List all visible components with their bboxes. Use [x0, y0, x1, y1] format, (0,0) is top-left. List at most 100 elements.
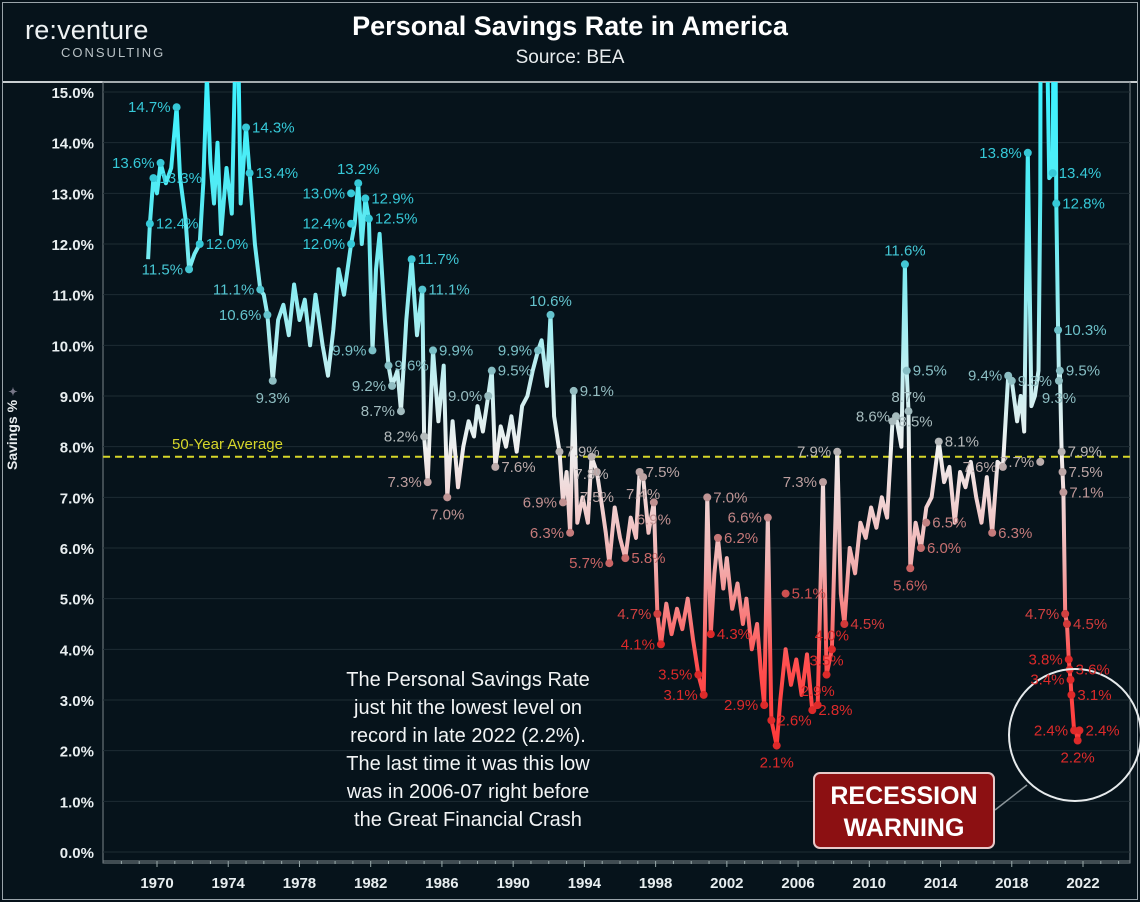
data-point-marker [484, 392, 493, 400]
data-point-marker [1054, 326, 1063, 335]
data-label: 4.7% [617, 606, 651, 623]
data-point-marker [706, 630, 715, 639]
data-point-marker [418, 285, 427, 294]
y-tick-label: 15.0% [51, 85, 94, 102]
data-point-marker [364, 214, 373, 223]
data-point-marker [605, 559, 614, 568]
data-label: 12.8% [1062, 195, 1105, 212]
data-point-marker [1036, 457, 1045, 466]
data-point-marker [902, 366, 911, 375]
data-point-marker [555, 447, 564, 456]
data-label: 11.5% [142, 261, 183, 278]
data-point-marker [713, 533, 722, 542]
data-point-marker [1055, 366, 1064, 375]
data-point-marker [592, 468, 601, 476]
data-label: 6.3% [998, 525, 1032, 542]
data-label: 3.6% [1076, 662, 1110, 679]
data-point-marker [900, 260, 909, 269]
data-label: 6.6% [728, 510, 762, 527]
data-point-marker [420, 432, 429, 441]
y-tick-label: 3.0% [60, 693, 94, 710]
data-label: 4.5% [1073, 616, 1107, 633]
data-label: 13.6% [112, 155, 155, 172]
annotation-text-line: was in 2006-07 right before [346, 781, 589, 803]
data-label: 4.1% [621, 636, 655, 653]
data-point-marker [649, 498, 658, 507]
data-label: 13.0% [303, 185, 346, 202]
average-label: 50-Year Average [172, 436, 283, 453]
data-point-marker [1066, 675, 1075, 684]
data-label: 9.6% [395, 358, 429, 375]
data-label: 8.6% [856, 408, 890, 425]
data-label: 10.6% [219, 307, 262, 324]
data-point-marker [1067, 690, 1076, 699]
chart-title: Personal Savings Rate in America [352, 11, 788, 41]
data-label: 9.3% [1018, 373, 1052, 390]
data-label: 8.7% [361, 403, 395, 420]
y-tick-label: 5.0% [60, 592, 94, 609]
recession-warning-text: RECESSION [830, 782, 977, 810]
y-tick-label: 0.0% [60, 845, 94, 862]
brand-logo: re:venture [25, 15, 149, 45]
data-label: 7.5% [646, 464, 680, 481]
data-point-marker [1048, 169, 1057, 178]
data-label: 7.3% [783, 474, 817, 491]
data-label: 12.9% [371, 190, 414, 207]
y-tick-label: 7.0% [60, 490, 94, 507]
data-point-marker [156, 158, 165, 167]
data-label: 11.1% [213, 282, 254, 299]
x-tick-label: 2014 [924, 875, 958, 892]
data-point-marker [546, 310, 555, 319]
data-label: 7.9% [797, 444, 831, 461]
data-point-marker [656, 640, 665, 649]
data-label: 8.5% [898, 413, 932, 430]
data-label: 4.7% [1025, 606, 1059, 623]
data-label: 12.4% [156, 216, 199, 233]
y-tick-label: 9.0% [60, 389, 94, 406]
data-label: 2.9% [801, 683, 835, 700]
data-point-marker [694, 670, 703, 679]
x-tick-label: 2022 [1066, 875, 1099, 892]
data-label: 6.3% [530, 525, 564, 542]
data-label: 4.0% [815, 627, 849, 644]
data-label: 13.4% [1059, 165, 1102, 182]
data-point-marker [185, 265, 194, 274]
data-point-marker [1057, 447, 1066, 456]
brand-tagline: CONSULTING [61, 45, 166, 60]
data-label: 7.0% [430, 506, 464, 523]
data-point-marker [763, 513, 772, 522]
data-point-marker [888, 417, 897, 426]
annotation-text-line: just hit the lowest level on [353, 697, 582, 719]
data-point-marker [384, 361, 393, 370]
data-point-marker [268, 376, 277, 385]
y-tick-label: 6.0% [60, 541, 94, 558]
chart-subtitle: Source: BEA [515, 47, 625, 68]
data-label: 9.9% [439, 342, 473, 359]
data-label: 9.9% [332, 342, 366, 359]
data-label: 12.0% [206, 236, 249, 253]
data-label: 14.3% [252, 119, 295, 136]
data-label: 7.3% [387, 474, 421, 491]
data-label: 5.8% [631, 550, 665, 567]
data-label: 8.1% [945, 434, 979, 451]
data-label: 14.7% [128, 99, 171, 116]
data-point-marker [569, 386, 578, 395]
y-tick-label: 11.0% [52, 288, 94, 305]
data-point-marker [772, 741, 781, 750]
data-label: 7.4% [626, 486, 660, 503]
x-tick-label: 1994 [568, 875, 602, 892]
y-tick-label: 13.0% [51, 186, 94, 203]
data-point-marker [1064, 655, 1073, 664]
y-tick-label: 4.0% [60, 642, 94, 659]
data-label: 2.2% [1061, 750, 1095, 767]
data-point-marker [534, 346, 543, 355]
data-point-marker [1023, 148, 1032, 157]
data-point-marker [703, 493, 712, 502]
data-point-marker [822, 670, 831, 679]
data-label: 3.1% [663, 687, 697, 704]
annotation-text-line: The last time it was this low [346, 753, 590, 775]
data-point-marker [827, 645, 836, 654]
data-point-marker [781, 589, 790, 598]
data-point-marker [491, 462, 500, 471]
data-point-marker [559, 498, 568, 507]
